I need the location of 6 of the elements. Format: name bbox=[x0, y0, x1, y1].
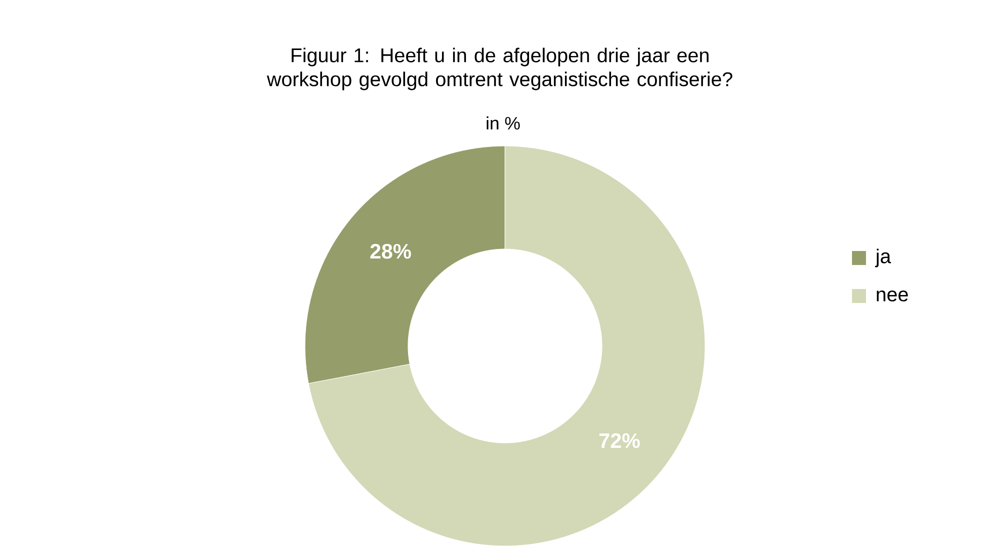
data-label: 28% bbox=[370, 244, 411, 259]
chart-title: Figuur 1: Heeft u in de afgelopen drie jaar een workshop gevolgd omtrent veganistische confiserie? bbox=[266, 48, 732, 90]
data-label: 72% bbox=[599, 433, 640, 448]
chart-subtitle: in % bbox=[486, 116, 520, 130]
legend-label: ja bbox=[875, 248, 892, 268]
legend-label: nee bbox=[876, 290, 908, 302]
